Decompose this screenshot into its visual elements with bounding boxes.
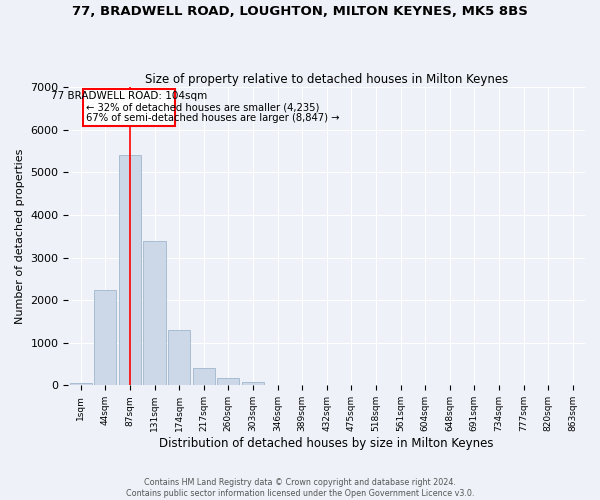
Bar — [193, 368, 215, 386]
Bar — [217, 378, 239, 386]
Bar — [94, 290, 116, 386]
Text: 77, BRADWELL ROAD, LOUGHTON, MILTON KEYNES, MK5 8BS: 77, BRADWELL ROAD, LOUGHTON, MILTON KEYN… — [72, 5, 528, 18]
Bar — [70, 383, 92, 386]
X-axis label: Distribution of detached houses by size in Milton Keynes: Distribution of detached houses by size … — [160, 437, 494, 450]
Text: 67% of semi-detached houses are larger (8,847) →: 67% of semi-detached houses are larger (… — [86, 112, 339, 122]
Bar — [119, 156, 141, 386]
Title: Size of property relative to detached houses in Milton Keynes: Size of property relative to detached ho… — [145, 73, 508, 86]
Bar — [168, 330, 190, 386]
Bar — [83, 89, 175, 126]
Text: Contains HM Land Registry data © Crown copyright and database right 2024.
Contai: Contains HM Land Registry data © Crown c… — [126, 478, 474, 498]
Text: 77 BRADWELL ROAD: 104sqm: 77 BRADWELL ROAD: 104sqm — [50, 92, 207, 102]
Y-axis label: Number of detached properties: Number of detached properties — [15, 148, 25, 324]
Bar — [143, 240, 166, 386]
Bar — [242, 382, 264, 386]
Text: ← 32% of detached houses are smaller (4,235): ← 32% of detached houses are smaller (4,… — [86, 102, 319, 112]
